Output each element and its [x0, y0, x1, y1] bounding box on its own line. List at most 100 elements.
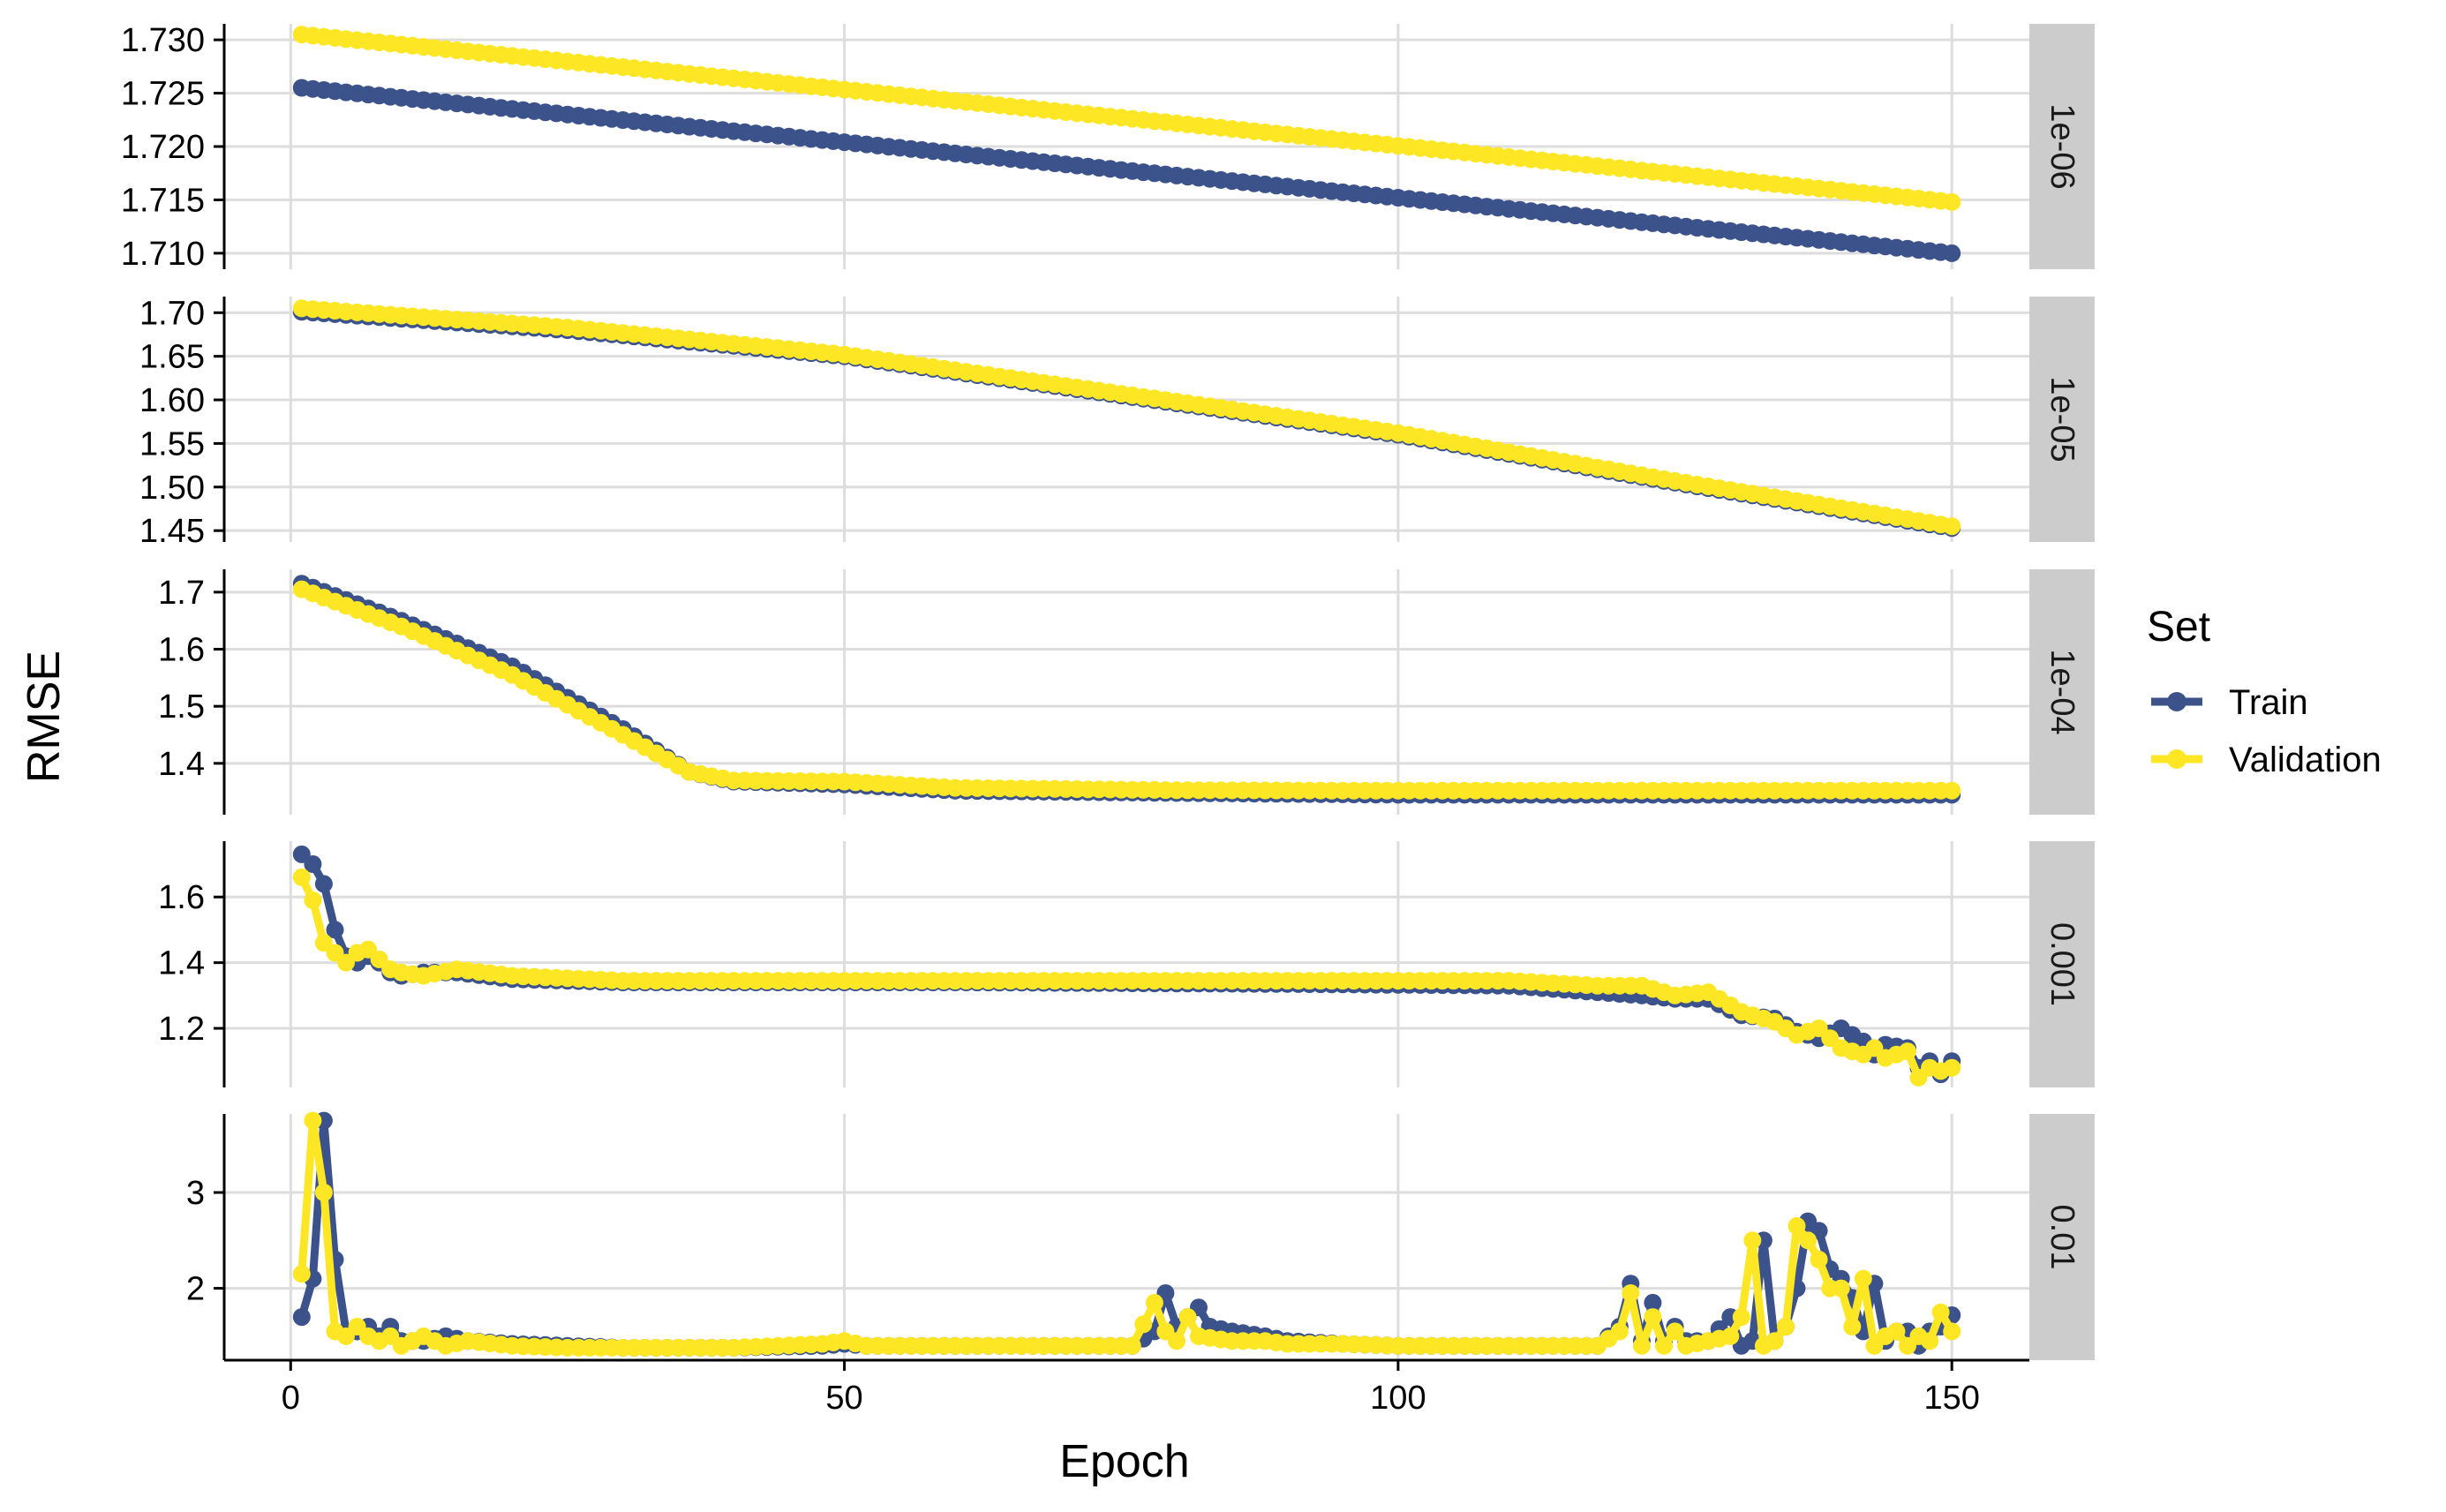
data-point-validation	[1899, 1042, 1916, 1061]
data-point-validation	[1732, 1308, 1750, 1327]
data-point-validation	[1943, 517, 1961, 536]
x-axis-title: Epoch	[1059, 1436, 1189, 1487]
y-tick-label: 1.6	[158, 632, 205, 669]
facet-strip	[2029, 297, 2095, 542]
y-tick-label: 1.725	[121, 76, 205, 113]
series-validation	[292, 580, 1961, 800]
data-point-validation	[1178, 1308, 1197, 1327]
x-tick-label: 0	[282, 1380, 300, 1417]
y-tick-label: 1.55	[139, 425, 205, 463]
panel-0.001: 1.2 1.4 1.6 0.001	[158, 841, 2095, 1087]
x-tick-label: 50	[825, 1380, 862, 1417]
data-point-validation	[1943, 1058, 1961, 1077]
data-point-validation	[1843, 1318, 1862, 1335]
panel-1e-04: 1.4 1.5 1.6 1.7 1e-04	[158, 569, 2095, 815]
facet-strip	[2029, 841, 2095, 1087]
y-tick-label: 1.720	[121, 129, 205, 166]
data-point-train	[292, 1308, 311, 1327]
data-point-validation	[1943, 781, 1961, 800]
y-tick-label: 1.6	[158, 879, 205, 916]
data-point-validation	[304, 891, 322, 909]
data-point-validation	[292, 868, 311, 886]
y-tick-label: 2	[186, 1271, 205, 1308]
facet-strip	[2029, 24, 2095, 269]
data-point-train	[1644, 1293, 1662, 1312]
y-axis-title: RMSE	[19, 651, 70, 783]
data-point-train	[304, 855, 322, 873]
series-line-train	[298, 851, 1955, 1079]
y-tick-label: 1.45	[139, 513, 205, 550]
data-point-train	[1943, 244, 1961, 262]
data-point-validation	[1810, 1251, 1828, 1268]
data-point-validation	[1134, 1315, 1153, 1334]
data-point-validation	[304, 1111, 322, 1130]
y-tick-label: 1.715	[121, 182, 205, 219]
legend-title: Set	[2147, 604, 2210, 651]
y-tick-label: 1.710	[121, 236, 205, 273]
data-point-validation	[1921, 1332, 1939, 1350]
y-tick-label: 1.5	[158, 688, 205, 726]
legend-marker	[2167, 692, 2186, 711]
data-point-validation	[1854, 1269, 1872, 1288]
y-tick-label: 1.70	[139, 295, 205, 332]
legend-item-train: Train	[2151, 683, 2308, 722]
series-train	[292, 79, 1961, 262]
y-tick-label: 1.730	[121, 22, 205, 59]
y-tick-label: 3	[186, 1175, 205, 1212]
legend-label: Validation	[2229, 741, 2382, 779]
y-tick-label: 1.60	[139, 382, 205, 419]
data-point-validation	[314, 1184, 333, 1201]
series-validation	[292, 26, 1961, 211]
data-point-validation	[1931, 1303, 1950, 1321]
data-point-validation	[1622, 1284, 1640, 1302]
y-tick-label: 1.2	[158, 1011, 205, 1048]
data-point-validation	[1777, 1318, 1795, 1335]
x-tick-label: 100	[1370, 1380, 1426, 1417]
series-validation	[292, 868, 1961, 1087]
panel-1e-05: 1.45 1.50 1.55 1.60 1.65 1.70 1e-05	[139, 295, 2095, 550]
legend: Set Train Validation	[2147, 604, 2382, 779]
data-point-validation	[1943, 192, 1961, 211]
facet-strip-label: 0.01	[2043, 1205, 2081, 1270]
data-point-validation	[1666, 1322, 1684, 1341]
legend-label: Train	[2229, 683, 2308, 722]
legend-item-validation: Validation	[2151, 741, 2382, 779]
data-point-validation	[1168, 1332, 1185, 1350]
facet-strip-label: 0.001	[2043, 922, 2081, 1006]
data-point-validation	[1145, 1293, 1163, 1312]
facet-strip-label: 1e-05	[2043, 376, 2081, 462]
series-train	[292, 845, 1961, 1084]
facet-strip	[2029, 1114, 2095, 1360]
series-line-validation	[297, 1117, 1956, 1352]
data-point-validation	[1943, 1322, 1961, 1341]
data-point-validation	[292, 1265, 311, 1283]
data-point-validation	[1743, 1231, 1762, 1250]
data-point-validation	[1655, 1336, 1673, 1355]
data-point-train	[314, 875, 333, 893]
data-point-validation	[1632, 1336, 1651, 1355]
facet-strip	[2029, 569, 2095, 815]
series-line-train	[297, 1117, 1955, 1352]
data-point-validation	[1832, 1279, 1850, 1298]
x-tick-label: 150	[1923, 1380, 1979, 1417]
data-point-train	[326, 921, 344, 939]
x-axis: 0 50 100 150	[224, 1358, 2029, 1417]
series-validation	[292, 1111, 1961, 1357]
legend-marker	[2167, 749, 2186, 769]
y-tick-label: 1.4	[158, 746, 205, 783]
data-point-validation	[1799, 1231, 1818, 1250]
legend-items: Train Validation	[2151, 683, 2382, 779]
panel-1e-06: 1.710 1.715 1.720 1.725 1.730 1e-06	[121, 22, 2095, 273]
data-point-validation	[1787, 1217, 1806, 1235]
data-point-validation	[1644, 1308, 1662, 1327]
y-tick-label: 1.4	[158, 945, 205, 982]
y-tick-label: 1.7	[158, 575, 205, 612]
series-train	[292, 303, 1961, 538]
panel-0.01: 230.01	[186, 1111, 2095, 1360]
data-point-validation	[1721, 1327, 1740, 1345]
y-tick-label: 1.65	[139, 339, 205, 376]
series-validation	[292, 299, 1961, 536]
data-point-validation	[1123, 1336, 1141, 1355]
facet-strip-label: 1e-04	[2043, 649, 2081, 734]
